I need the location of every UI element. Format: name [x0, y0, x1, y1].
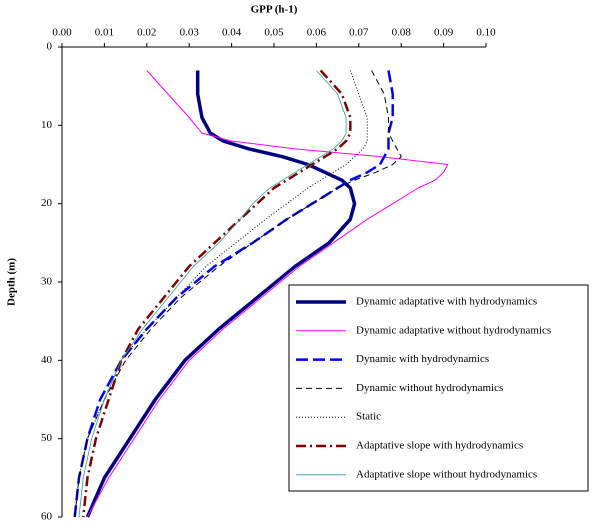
y-tick-label: 10 — [41, 119, 53, 131]
y-tick-label: 50 — [41, 432, 53, 444]
legend-label: Dynamic adaptative without hydrodynamics — [356, 324, 551, 336]
x-tick-label: 0.05 — [264, 27, 284, 39]
legend-label: Adaptative slope without hydrodynamics — [356, 468, 537, 480]
x-tick-label: 0.08 — [392, 27, 412, 39]
legend: Dynamic adaptative with hydrodynamics Dyn… — [288, 284, 589, 492]
y-axis-label: Depth (m) — [6, 258, 18, 306]
x-tick-label: 0.04 — [222, 27, 242, 39]
y-tick-label: 60 — [41, 511, 53, 523]
series-line — [78, 70, 347, 518]
y-tick-label: 20 — [41, 197, 53, 209]
y-tick-label: 30 — [41, 276, 53, 288]
x-tick-label: 0.01 — [95, 27, 114, 39]
legend-label: Adaptative slope with hydrodynamics — [356, 440, 523, 452]
series-line — [74, 70, 402, 518]
x-axis-label: GPP (h-1) — [251, 4, 298, 16]
x-tick-label: 0.10 — [476, 27, 496, 39]
legend-label: Dynamic adaptative with hydrodynamics — [356, 296, 537, 308]
x-tick-label: 0.02 — [137, 27, 156, 39]
x-tick-label: 0.06 — [307, 27, 327, 39]
series-line — [87, 70, 449, 518]
y-tick-label: 0 — [47, 41, 53, 53]
legend-label: Static — [356, 411, 381, 423]
legend-label: Dynamic with hydrodynamics — [356, 353, 489, 365]
y-tick-label: 40 — [41, 354, 53, 366]
series-line — [73, 70, 394, 518]
legend-label: Dynamic without hydrodynamics — [356, 382, 503, 394]
x-tick-label: 0.09 — [434, 27, 454, 39]
x-tick-label: 0.00 — [52, 27, 72, 39]
x-tick-label: 0.07 — [349, 27, 369, 39]
x-tick-label: 0.03 — [180, 27, 200, 39]
